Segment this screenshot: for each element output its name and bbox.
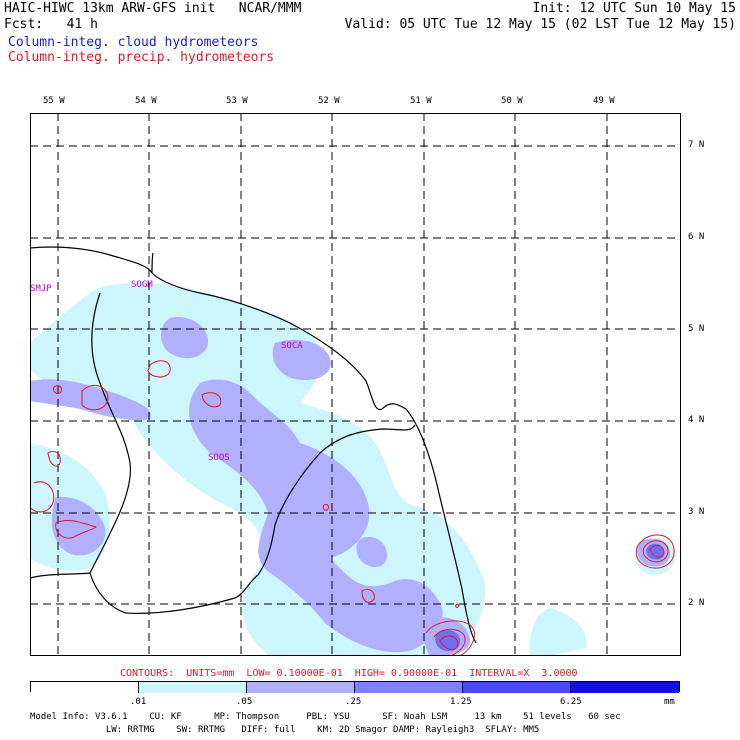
colorbar-segment: [355, 682, 463, 693]
colorbar-segment: [463, 682, 571, 693]
header-title: HAIC-HIWC 13km ARW-GFS init NCAR/MMM: [4, 1, 302, 16]
colorbar-tick: .05: [236, 697, 253, 707]
station-label: SMJP: [30, 284, 52, 294]
colorbar-tick: .01: [130, 697, 147, 707]
lat-label: 5 N: [688, 324, 705, 334]
station-label: SOCA: [281, 341, 303, 351]
coastline: [30, 246, 477, 644]
colorbar-tick: .25: [345, 697, 362, 707]
legend-cloud: Column-integ. cloud hydrometeors: [8, 35, 259, 50]
footer-physics-info: LW: RRTMG SW: RRTMG DIFF: full KM: 2D Sm…: [30, 725, 540, 735]
cloud-field-medium: [30, 317, 670, 656]
colorbar-tick: 6.25: [560, 697, 582, 707]
lon-label: 50 W: [501, 96, 523, 106]
legend-precip: Column-integ. precip. hydrometeors: [8, 50, 275, 65]
header-forecast: Fcst: 41 h: [4, 17, 98, 32]
lat-label: 6 N: [688, 232, 705, 242]
lat-label: 7 N: [688, 140, 705, 150]
lon-label: 55 W: [43, 96, 65, 106]
lon-label: 51 W: [410, 96, 432, 106]
lon-label: 54 W: [135, 96, 157, 106]
lat-label: 4 N: [688, 415, 705, 425]
colorbar-segment: [247, 682, 355, 693]
precip-contours: [30, 360, 675, 656]
lat-label: 2 N: [688, 598, 705, 608]
colorbar-unit: mm: [664, 697, 675, 707]
map-frame: [30, 113, 681, 656]
lon-label: 53 W: [226, 96, 248, 106]
colorbar: [30, 681, 680, 693]
lat-label: 3 N: [688, 507, 705, 517]
header-init: Init: 12 UTC Sun 10 May 15: [532, 1, 737, 16]
colorbar-segment: [571, 682, 679, 693]
colorbar-segment: [139, 682, 247, 693]
colorbar-segment: [31, 682, 139, 693]
map-plot: [30, 113, 681, 656]
map-grid: [30, 113, 681, 656]
header-valid: Valid: 05 UTC Tue 12 May 15 (02 LST Tue …: [344, 17, 736, 32]
station-label: SOGM: [131, 280, 153, 290]
colorbar-tick: 1.25: [450, 697, 472, 707]
contour-note: CONTOURS: UNITS=mm LOW= 0.10000E-01 HIGH…: [120, 668, 578, 679]
lon-label: 52 W: [318, 96, 340, 106]
footer-model-info: Model Info: V3.6.1 CU: KF MP: Thompson P…: [30, 712, 621, 722]
lon-label: 49 W: [593, 96, 615, 106]
station-label: SOOS: [208, 453, 230, 463]
